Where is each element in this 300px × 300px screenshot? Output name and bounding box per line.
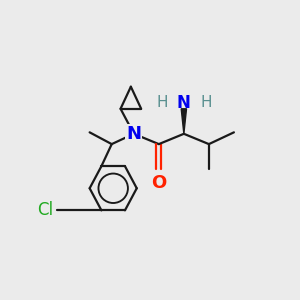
Text: H: H — [200, 95, 212, 110]
Text: O: O — [151, 174, 166, 192]
Polygon shape — [181, 109, 187, 134]
Text: Cl: Cl — [37, 201, 53, 219]
Text: N: N — [177, 94, 191, 112]
Text: N: N — [126, 125, 141, 143]
Text: H: H — [156, 95, 168, 110]
